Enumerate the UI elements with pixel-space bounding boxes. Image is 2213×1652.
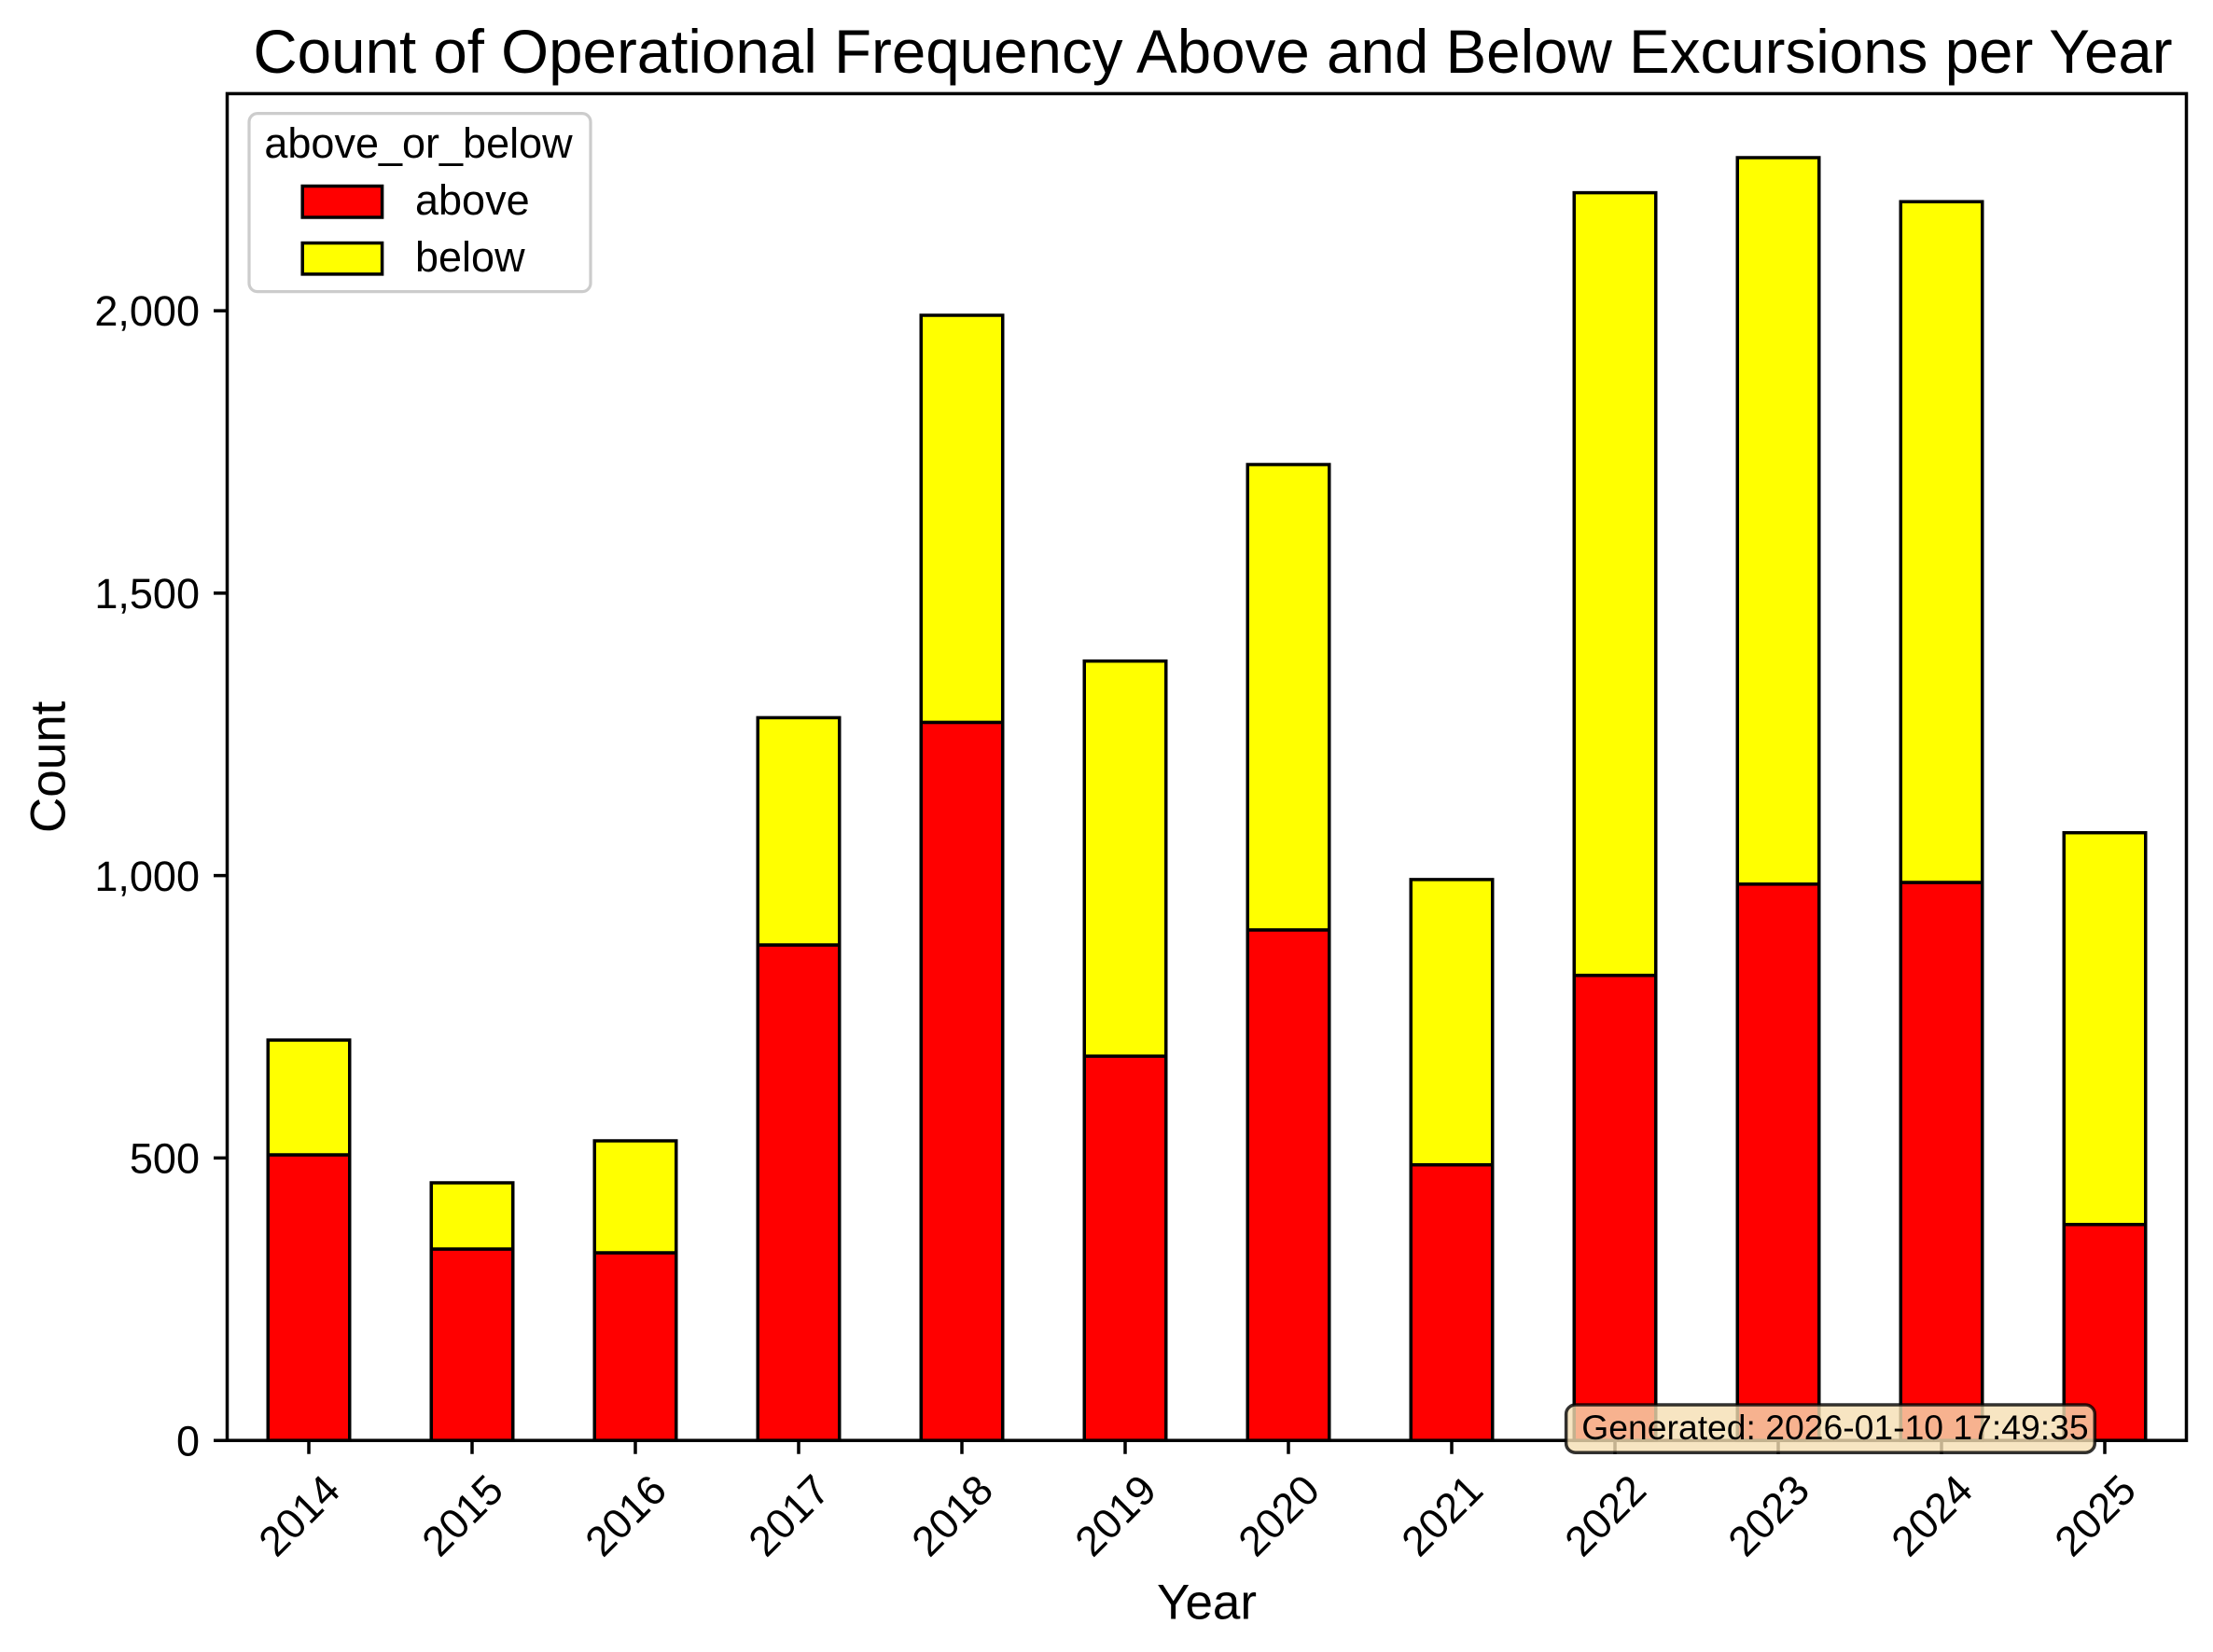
svg-text:below: below — [415, 233, 525, 281]
svg-text:Count of Operational Frequency: Count of Operational Frequency Above and… — [253, 18, 2172, 86]
svg-text:500: 500 — [130, 1135, 200, 1183]
svg-text:2,000: 2,000 — [94, 287, 200, 335]
svg-text:Year: Year — [1157, 1575, 1257, 1630]
svg-text:1,000: 1,000 — [94, 853, 200, 900]
svg-text:1,500: 1,500 — [94, 570, 200, 618]
svg-text:above: above — [415, 176, 530, 224]
svg-text:Generated: 2026-01-10 17:49:35: Generated: 2026-01-10 17:49:35 — [1581, 1408, 2088, 1447]
svg-text:above_or_below: above_or_below — [264, 119, 573, 167]
svg-text:Count: Count — [21, 701, 77, 833]
svg-text:0: 0 — [176, 1417, 200, 1465]
